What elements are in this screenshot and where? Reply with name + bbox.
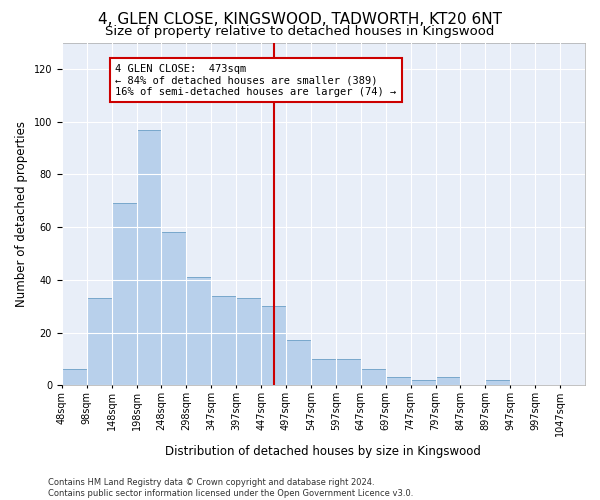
Text: Size of property relative to detached houses in Kingswood: Size of property relative to detached ho… (106, 25, 494, 38)
Bar (311, 359, 336, 385)
Text: 4, GLEN CLOSE, KINGSWOOD, TADWORTH, KT20 6NT: 4, GLEN CLOSE, KINGSWOOD, TADWORTH, KT20… (98, 12, 502, 28)
Bar (211, 296, 236, 385)
Text: Contains HM Land Registry data © Crown copyright and database right 2024.
Contai: Contains HM Land Registry data © Crown c… (48, 478, 413, 498)
Bar (86, 298, 112, 385)
Bar (161, 232, 187, 385)
Text: 4 GLEN CLOSE:  473sqm
← 84% of detached houses are smaller (389)
16% of semi-det: 4 GLEN CLOSE: 473sqm ← 84% of detached h… (115, 64, 397, 97)
Bar (361, 370, 386, 385)
Bar (261, 306, 286, 385)
Bar (112, 204, 137, 385)
Bar (286, 340, 311, 385)
Bar (187, 277, 211, 385)
Bar (236, 298, 261, 385)
Bar (386, 378, 410, 385)
Bar (436, 378, 460, 385)
Y-axis label: Number of detached properties: Number of detached properties (15, 121, 28, 307)
Bar (336, 359, 361, 385)
X-axis label: Distribution of detached houses by size in Kingswood: Distribution of detached houses by size … (166, 444, 481, 458)
Bar (62, 370, 86, 385)
Bar (137, 130, 161, 385)
Bar (485, 380, 510, 385)
Bar (410, 380, 436, 385)
